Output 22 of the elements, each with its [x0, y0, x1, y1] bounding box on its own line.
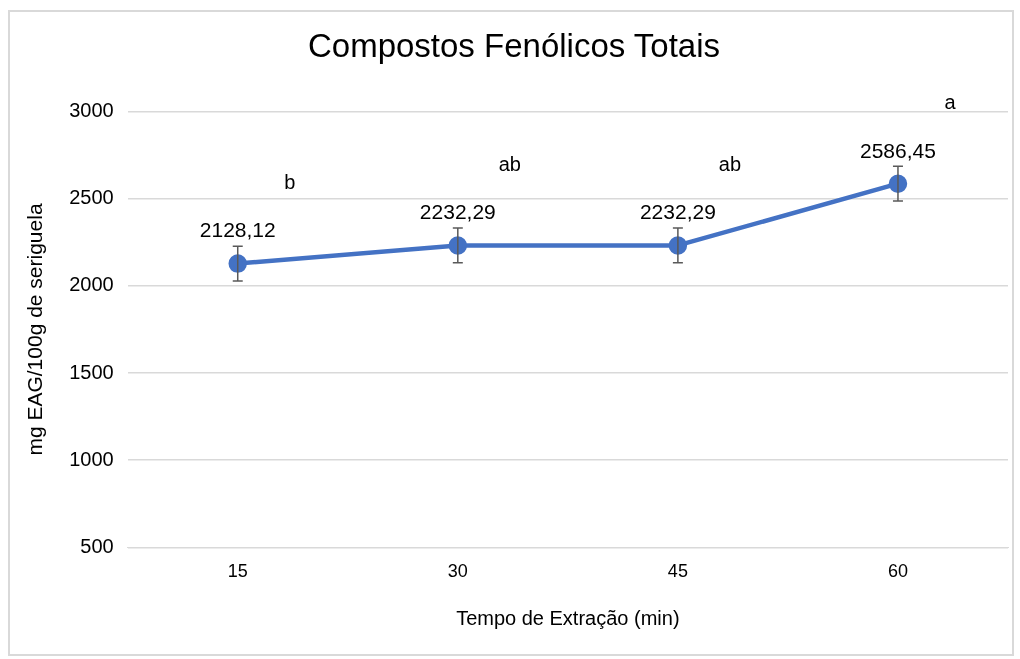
- point: [228, 254, 247, 273]
- data-label: 2232,29: [639, 200, 716, 224]
- y-tick-label: 500: [80, 534, 114, 557]
- annotation: a: [944, 91, 957, 114]
- y-axis-title: mg EAG/100g de seriguela: [23, 203, 47, 456]
- annotation: ab: [718, 152, 742, 175]
- annotation: ab: [498, 152, 521, 175]
- y-tick-label: 3000: [69, 99, 114, 122]
- y-tick-label: 1500: [69, 360, 114, 383]
- chart-title: Compostos Fenólicos Totais: [307, 26, 721, 64]
- data-label: 2232,29: [419, 200, 496, 224]
- data-label: 2586,45: [860, 138, 936, 162]
- x-tick-label: 15: [227, 561, 248, 582]
- y-tick-label: 1000: [69, 447, 114, 470]
- annotation: b: [284, 171, 296, 194]
- data-label: 2128,12: [199, 218, 276, 242]
- x-axis-title: Tempo de Extração (min): [456, 606, 680, 629]
- x-tick-label: 45: [667, 561, 688, 582]
- x-tick-label: 30: [447, 561, 468, 582]
- y-tick-label: 2000: [69, 273, 114, 296]
- x-tick-label: 60: [887, 561, 908, 582]
- y-tick-label: 2500: [69, 186, 114, 209]
